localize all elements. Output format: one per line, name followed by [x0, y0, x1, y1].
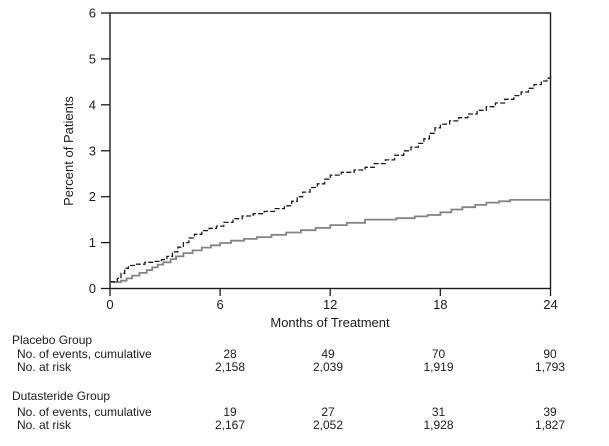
placebo-atrisk-label: No. at risk — [17, 360, 72, 374]
placebo-events-m12: 49 — [321, 347, 335, 361]
y-tick-5: 5 — [89, 51, 96, 66]
plot-frame — [109, 12, 552, 290]
placebo-atrisk-m12: 2,039 — [312, 360, 344, 374]
y-axis-ticks — [101, 12, 110, 290]
y-axis-title: Percent of Patients — [61, 96, 76, 206]
placebo-curve — [110, 73, 552, 283]
dutasteride-group-heading: Dutasteride Group — [12, 389, 111, 403]
y-axis-labels: 0 1 2 3 4 5 6 — [89, 6, 96, 297]
y-tick-4: 4 — [89, 97, 96, 112]
placebo-group-heading: Placebo Group — [12, 333, 93, 347]
placebo-atrisk-m24: 1,793 — [534, 360, 566, 374]
x-axis-title: Months of Treatment — [270, 315, 390, 330]
dutasteride-events-m24: 39 — [543, 405, 557, 419]
x-tick-12: 12 — [323, 297, 337, 312]
dutasteride-atrisk-m12: 2,052 — [312, 418, 344, 432]
placebo-events-m6: 28 — [223, 347, 237, 361]
y-tick-1: 1 — [89, 235, 96, 250]
km-step-chart: 0 1 2 3 4 5 6 0 6 12 18 24 Months of Tre… — [61, 6, 558, 331]
placebo-events-label: No. of events, cumulative — [17, 347, 152, 361]
placebo-atrisk-m18: 1,919 — [423, 360, 454, 374]
dutasteride-events-m12: 27 — [321, 405, 335, 419]
x-axis-ticks — [109, 289, 552, 296]
x-tick-0: 0 — [106, 297, 113, 312]
dutasteride-curve — [110, 199, 551, 283]
placebo-events-m24: 90 — [543, 347, 557, 361]
dutasteride-events-m18: 31 — [431, 405, 446, 419]
dutasteride-atrisk-label: No. at risk — [17, 418, 72, 432]
x-tick-18: 18 — [433, 297, 447, 312]
y-tick-3: 3 — [89, 143, 96, 158]
dutasteride-atrisk-m24: 1,827 — [534, 418, 566, 432]
y-tick-6: 6 — [89, 6, 96, 21]
y-tick-2: 2 — [89, 189, 96, 204]
dutasteride-atrisk-m18: 1,928 — [423, 418, 454, 432]
dutasteride-atrisk-m6: 2,167 — [214, 418, 246, 432]
y-tick-0: 0 — [89, 281, 96, 296]
dutasteride-events-label: No. of events, cumulative — [17, 405, 152, 419]
placebo-events-m18: 70 — [431, 347, 446, 361]
dutasteride-events-m6: 19 — [223, 405, 237, 419]
x-axis-labels: 0 6 12 18 24 — [106, 297, 557, 312]
placebo-atrisk-m6: 2,158 — [214, 360, 246, 374]
x-tick-24: 24 — [543, 297, 557, 312]
x-tick-6: 6 — [216, 297, 223, 312]
